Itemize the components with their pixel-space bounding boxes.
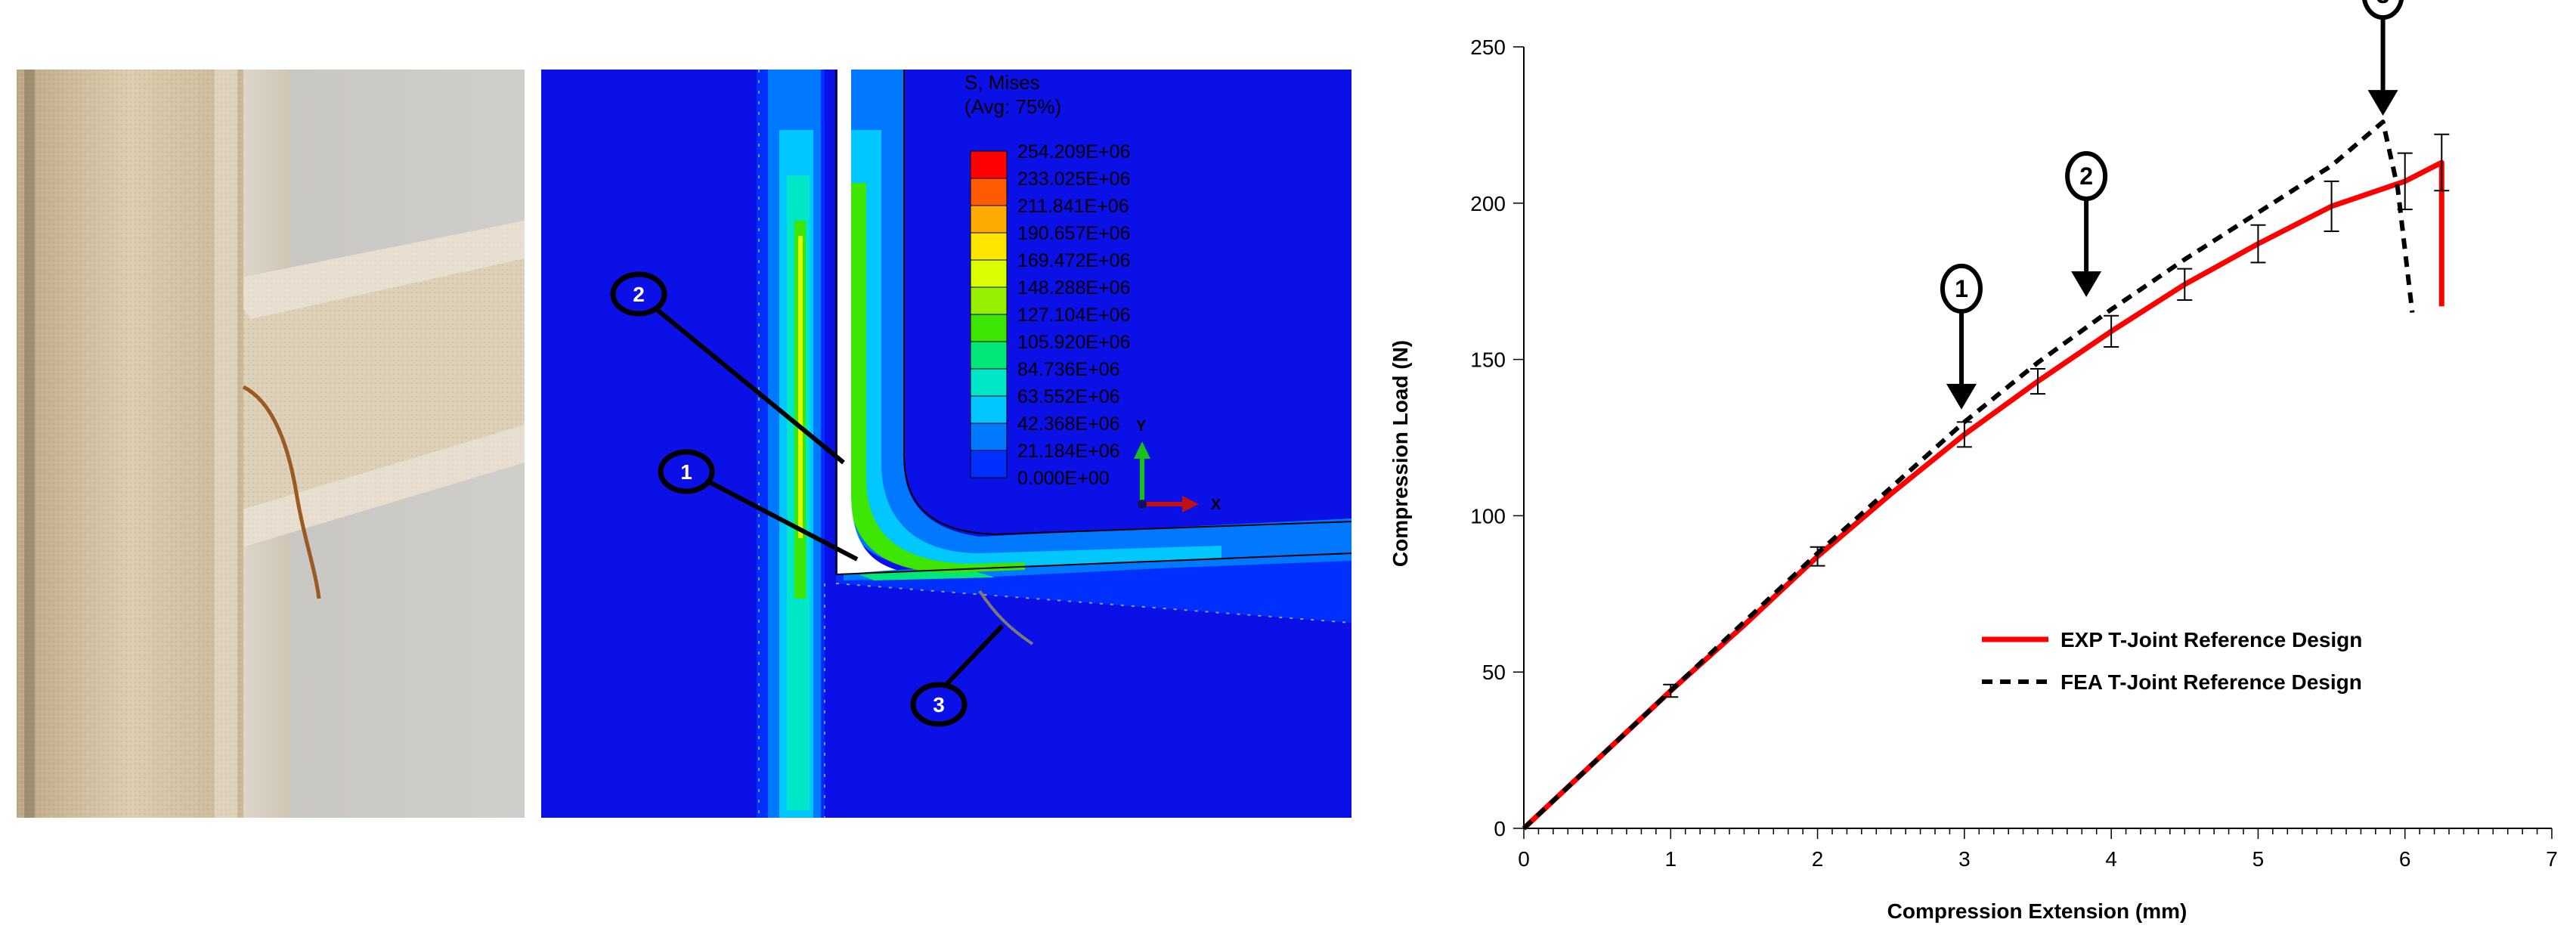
annotation-circle xyxy=(2065,151,2108,202)
error-bar xyxy=(1810,546,1825,567)
legend-value-0: 254.209E+06 xyxy=(1017,141,1130,162)
legend-swatch-5 xyxy=(970,286,1008,315)
callout-1: 1 xyxy=(658,449,859,562)
legend-swatch-6 xyxy=(970,314,1008,342)
chart-svg: 0 1 2 3 4 5 6 7 0 50 100 150 200 250 1 2 3 Compression … xyxy=(1389,0,2558,923)
legend-swatch-0 xyxy=(970,150,1008,179)
triad-y-label: Y xyxy=(1136,418,1147,435)
legend-value-7: 105.920E+06 xyxy=(1017,332,1130,353)
chart-axes: 0 1 2 3 4 5 6 7 0 50 100 150 200 250 xyxy=(1470,36,2558,871)
chart-series xyxy=(1522,119,2450,831)
error-bar xyxy=(1956,421,1972,448)
legend-swatch-1 xyxy=(970,178,1008,206)
callout-2: 2 xyxy=(610,271,845,465)
legend-swatch-4 xyxy=(970,259,1008,288)
legend-subtitle: (Avg: 75%) xyxy=(964,95,1061,118)
series-line-0 xyxy=(1522,159,2444,831)
x-tick-label: 2 xyxy=(1812,847,1824,871)
y-tick-label: 200 xyxy=(1470,192,1506,215)
legend-value-5: 148.288E+06 xyxy=(1017,277,1130,299)
annotation-label: 2 xyxy=(2079,162,2093,190)
legend-value-6: 127.104E+06 xyxy=(1017,305,1130,326)
y-tick-label: 0 xyxy=(1494,817,1506,840)
error-bar xyxy=(2324,180,2339,233)
legend-value-9: 63.552E+06 xyxy=(1017,386,1120,407)
annotation-circle xyxy=(2362,0,2404,20)
x-tick-label: 5 xyxy=(2252,847,2265,871)
callout-3: 3 xyxy=(910,624,1005,727)
chart-legend: EXP T-Joint Reference Design FEA T-Joint … xyxy=(1982,628,2362,694)
y-tick-label: 50 xyxy=(1482,661,1506,684)
legend-title: S, Mises xyxy=(964,71,1040,94)
fea-contour-plot: S, Mises (Avg: 75%) 254.209E+06 233.025E+… xyxy=(541,70,1351,818)
callout-2-label: 2 xyxy=(633,283,645,306)
legend-value-1: 233.025E+06 xyxy=(1017,169,1130,190)
legend-value-3: 190.657E+06 xyxy=(1017,223,1130,244)
specimen-photo xyxy=(17,70,525,818)
annotation-label: 3 xyxy=(2376,0,2390,8)
legend-value-8: 84.736E+06 xyxy=(1017,359,1120,380)
error-bar xyxy=(2104,314,2119,348)
error-bar xyxy=(2250,224,2266,264)
error-bar xyxy=(2177,268,2193,302)
x-tick-label: 7 xyxy=(2546,847,2558,871)
y-tick-label: 150 xyxy=(1470,348,1506,372)
legend-label-0: EXP T-Joint Reference Design xyxy=(2060,628,2362,651)
legend-swatch-10 xyxy=(970,422,1008,451)
fea-contour-image: S, Mises (Avg: 75%) 254.209E+06 233.025E+… xyxy=(541,70,1351,818)
coordinate-triad: Y X xyxy=(1134,418,1221,513)
series-line-1 xyxy=(1522,119,2415,831)
annotation-1: 1 xyxy=(1940,263,1983,410)
error-bar xyxy=(2030,368,2045,395)
error-bar xyxy=(2434,133,2450,192)
x-tick-label: 0 xyxy=(1518,847,1530,871)
load-extension-chart: 0 1 2 3 4 5 6 7 0 50 100 150 200 250 1 2 3 Compression … xyxy=(1345,0,2576,943)
x-tick-label: 4 xyxy=(2105,847,2117,871)
callout-1-label: 1 xyxy=(680,460,692,484)
y-tick-label: 100 xyxy=(1470,504,1506,528)
legend-value-10: 42.368E+06 xyxy=(1017,413,1120,435)
legend-swatch-3 xyxy=(970,232,1008,261)
annotation-label: 1 xyxy=(1955,275,1968,302)
legend-value-2: 211.841E+06 xyxy=(1017,196,1129,217)
x-tick-label: 1 xyxy=(1664,847,1677,871)
legend-value-12: 0.000E+00 xyxy=(1017,468,1110,489)
legend-swatch-11 xyxy=(970,450,1008,478)
legend-swatch-7 xyxy=(970,341,1008,370)
legend-swatch-9 xyxy=(970,395,1008,424)
legend-swatch-8 xyxy=(970,368,1008,397)
legend-colorbar: 254.209E+06 233.025E+06 211.841E+06 190.657… xyxy=(970,141,1130,489)
x-axis-label: Compression Extension (mm) xyxy=(1887,899,2187,923)
y-tick-label: 250 xyxy=(1470,36,1506,59)
annotation-2: 2 xyxy=(2065,151,2108,298)
triad-x-label: X xyxy=(1211,497,1221,513)
callout-3-label: 3 xyxy=(933,693,945,716)
legend-label-1: FEA T-Joint Reference Design xyxy=(2060,670,2362,694)
specimen-photo-image xyxy=(17,70,525,818)
legend-swatch-2 xyxy=(970,205,1008,234)
legend-value-11: 21.184E+06 xyxy=(1017,441,1120,462)
annotation-3: 3 xyxy=(2362,0,2404,116)
y-axis-label: Compression Load (N) xyxy=(1389,340,1412,567)
legend-value-4: 169.472E+06 xyxy=(1017,250,1130,271)
chart-annotations: 1 2 3 xyxy=(1940,0,2404,410)
x-tick-label: 3 xyxy=(1958,847,1971,871)
x-tick-label: 6 xyxy=(2399,847,2411,871)
annotation-circle xyxy=(1940,263,1983,314)
